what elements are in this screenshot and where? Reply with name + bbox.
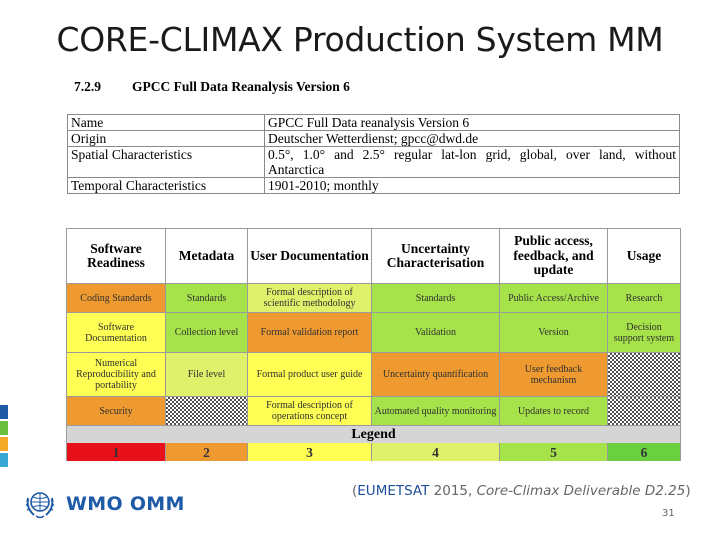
legend-level-2: 2: [166, 443, 248, 461]
matrix-cell: Decision support system: [608, 313, 680, 353]
matrix-cell: Formal product user guide: [248, 353, 372, 397]
matrix-cell: File level: [166, 353, 248, 397]
page-number: 31: [662, 508, 675, 519]
matrix-cell: Numerical Reproducibility and portabilit…: [67, 353, 166, 397]
info-row-origin: Origin Deutscher Wetterdienst; gpcc@dwd.…: [67, 130, 680, 147]
matrix-cell: Standards: [372, 284, 500, 313]
matrix-row: Security Formal description of operation…: [67, 397, 680, 426]
info-label: Spatial Characteristics: [67, 146, 265, 178]
matrix-cell: Collection level: [166, 313, 248, 353]
matrix-header: Public access, feedback, and update: [500, 229, 608, 284]
matrix-header: Software Readiness: [67, 229, 166, 284]
decorative-stripes: [0, 405, 8, 469]
matrix-row: Coding Standards Standards Formal descri…: [67, 284, 680, 313]
info-label: Temporal Characteristics: [67, 177, 265, 194]
legend-level-4: 4: [372, 443, 500, 461]
matrix-cell: Formal validation report: [248, 313, 372, 353]
info-label: Name: [67, 114, 265, 131]
legend-level-6: 6: [608, 443, 680, 461]
matrix-header-row: Software Readiness Metadata User Documen…: [67, 229, 680, 284]
matrix-cell: [608, 397, 680, 426]
info-value: 1901-2010; monthly: [264, 177, 680, 194]
matrix-cell: Software Documentation: [67, 313, 166, 353]
legend-level-1: 1: [67, 443, 166, 461]
citation-open: (: [352, 483, 358, 499]
matrix-header: User Documentation: [248, 229, 372, 284]
citation-doc: Core-Climax Deliverable D2.25: [476, 483, 686, 499]
matrix-header: Usage: [608, 229, 680, 284]
info-row-spatial: Spatial Characteristics 0.5°, 1.0° and 2…: [67, 146, 680, 178]
matrix-cell: Standards: [166, 284, 248, 313]
matrix-row: Software Documentation Collection level …: [67, 313, 680, 353]
section-heading: 7.2.9 GPCC Full Data Reanalysis Version 6: [74, 79, 350, 95]
dataset-info-table: Name GPCC Full Data reanalysis Version 6…: [67, 114, 680, 194]
stripe: [0, 437, 8, 451]
citation-year: 2015,: [429, 483, 477, 499]
matrix-cell: Updates to record: [500, 397, 608, 426]
matrix-cell: Public Access/Archive: [500, 284, 608, 313]
matrix-cell: Formal description of scientific methodo…: [248, 284, 372, 313]
stripe: [0, 453, 8, 467]
maturity-matrix: Software Readiness Metadata User Documen…: [66, 228, 681, 461]
matrix-row: Numerical Reproducibility and portabilit…: [67, 353, 680, 397]
matrix-cell: Research: [608, 284, 680, 313]
matrix-cell: Uncertainty quantification: [372, 353, 500, 397]
logo-text: WMO OMM: [66, 493, 185, 515]
citation: (EUMETSAT 2015, Core-Climax Deliverable …: [352, 483, 691, 499]
matrix-cell: Validation: [372, 313, 500, 353]
info-row-name: Name GPCC Full Data reanalysis Version 6: [67, 114, 680, 131]
matrix-cell: [166, 397, 248, 426]
info-row-temporal: Temporal Characteristics 1901-2010; mont…: [67, 177, 680, 194]
citation-close: ): [685, 483, 691, 499]
info-label: Origin: [67, 130, 265, 147]
legend-level-5: 5: [500, 443, 608, 461]
matrix-cell: Formal description of operations concept: [248, 397, 372, 426]
info-value: GPCC Full Data reanalysis Version 6: [264, 114, 680, 131]
legend-title: Legend: [67, 426, 680, 443]
info-value: Deutscher Wetterdienst; gpcc@dwd.de: [264, 130, 680, 147]
matrix-cell: User feedback mechanism: [500, 353, 608, 397]
matrix-cell: Coding Standards: [67, 284, 166, 313]
stripe: [0, 405, 8, 419]
matrix-cell: Automated quality monitoring: [372, 397, 500, 426]
legend-row: 1 2 3 4 5 6: [67, 443, 680, 461]
wmo-logo: WMO OMM: [22, 486, 185, 522]
stripe: [0, 421, 8, 435]
citation-org: EUMETSAT: [357, 483, 430, 499]
matrix-header: Uncertainty Characterisation: [372, 229, 500, 284]
legend-level-3: 3: [248, 443, 372, 461]
wmo-emblem-icon: [26, 492, 54, 519]
matrix-cell: Version: [500, 313, 608, 353]
matrix-cell: Security: [67, 397, 166, 426]
matrix-cell: [608, 353, 680, 397]
matrix-header: Metadata: [166, 229, 248, 284]
info-value: 0.5°, 1.0° and 2.5° regular lat-lon grid…: [264, 146, 680, 178]
slide-title: CORE-CLIMAX Production System MM: [56, 20, 664, 59]
section-title: GPCC Full Data Reanalysis Version 6: [132, 79, 350, 94]
section-number: 7.2.9: [74, 79, 101, 94]
